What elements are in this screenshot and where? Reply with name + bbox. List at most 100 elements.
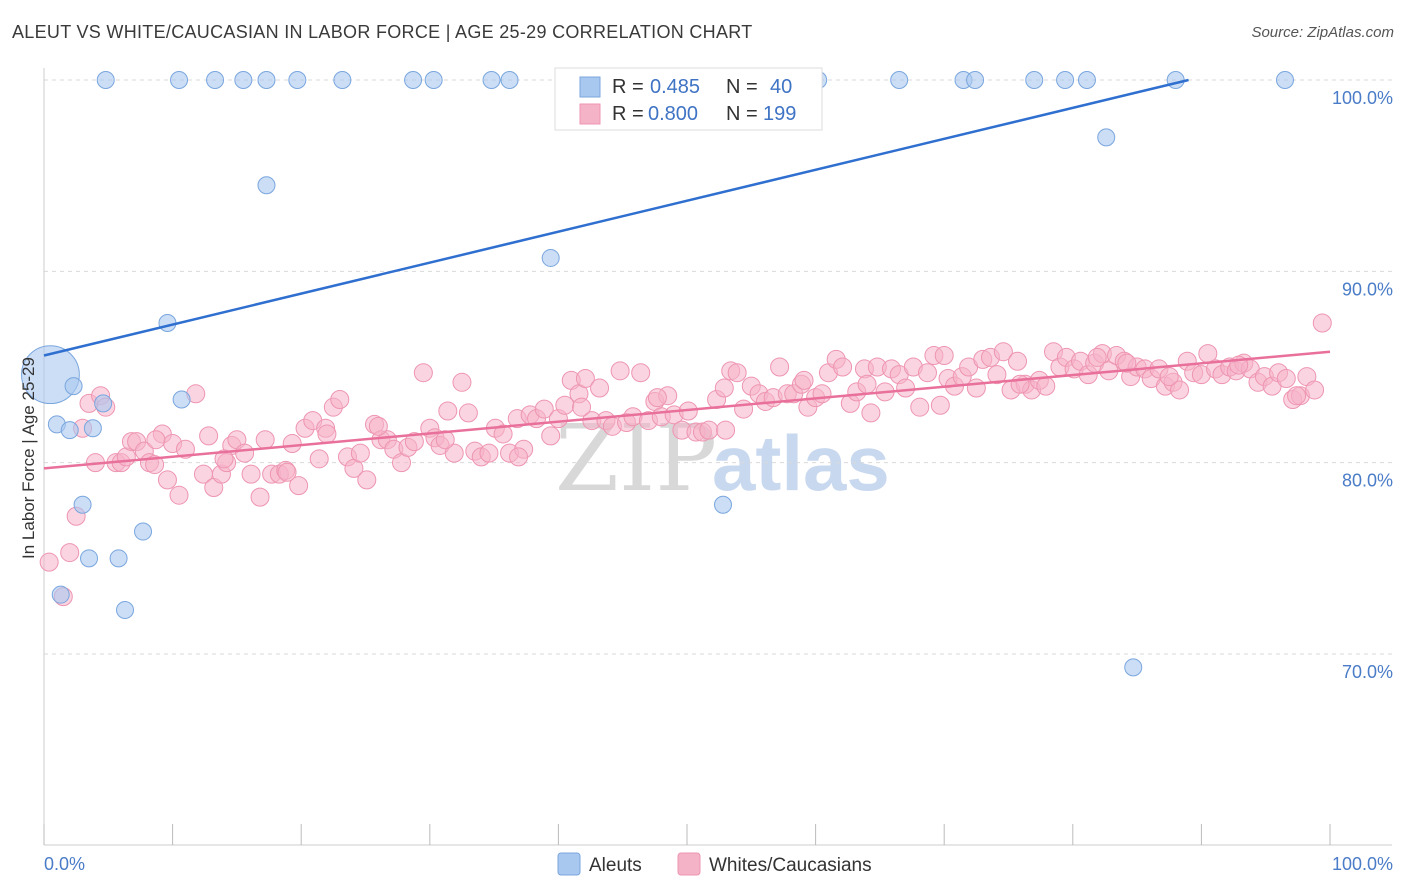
point-whites bbox=[452, 372, 472, 392]
point-aleuts bbox=[134, 522, 153, 541]
bottom-legend-aleuts: Aleuts bbox=[589, 855, 642, 876]
point-aleuts bbox=[1097, 128, 1116, 147]
point-aleuts bbox=[94, 394, 113, 413]
point-whites bbox=[590, 378, 610, 398]
point-aleuts bbox=[109, 549, 128, 568]
point-whites bbox=[435, 430, 455, 450]
point-whites bbox=[282, 434, 302, 454]
legend-r-label-whites: R = bbox=[612, 103, 644, 125]
tick-labels: 100.0% 90.0% 80.0% 70.0% 0.0% 100.0% bbox=[44, 88, 1393, 874]
point-whites bbox=[534, 399, 554, 419]
point-whites bbox=[1087, 347, 1107, 367]
point-aleuts bbox=[116, 600, 135, 619]
series-whites-points bbox=[39, 313, 1332, 607]
point-whites bbox=[1170, 380, 1190, 400]
bottom-legend-swatch-aleuts bbox=[557, 852, 581, 876]
point-aleuts bbox=[257, 176, 276, 195]
point-whites bbox=[794, 370, 814, 390]
y-tick-label: 80.0% bbox=[1342, 471, 1393, 491]
legend-r-value-aleuts: 0.485 bbox=[650, 76, 700, 98]
point-whites bbox=[541, 426, 561, 446]
point-whites bbox=[1008, 351, 1028, 371]
x-tick-label: 0.0% bbox=[44, 854, 85, 874]
point-aleuts bbox=[257, 71, 276, 89]
point-aleuts bbox=[1025, 71, 1044, 89]
point-aleuts bbox=[96, 71, 115, 89]
point-aleuts bbox=[158, 313, 177, 332]
point-whites bbox=[235, 443, 255, 463]
y-tick-label: 100.0% bbox=[1332, 88, 1393, 108]
point-whites bbox=[350, 443, 370, 463]
point-aleuts bbox=[890, 71, 909, 89]
point-whites bbox=[1010, 374, 1030, 394]
point-whites bbox=[647, 388, 667, 408]
point-aleuts bbox=[60, 421, 79, 440]
point-whites bbox=[1036, 376, 1056, 396]
bottom-legend-whites: Whites/Caucasians bbox=[709, 855, 872, 876]
point-whites bbox=[1117, 353, 1137, 373]
point-whites bbox=[987, 365, 1007, 385]
chart-title: ALEUT VS WHITE/CAUCASIAN IN LABOR FORCE … bbox=[12, 22, 753, 42]
point-whites bbox=[146, 430, 166, 450]
point-whites bbox=[241, 464, 261, 484]
point-aleuts bbox=[482, 71, 501, 89]
trend-lines bbox=[43, 78, 1331, 470]
point-whites bbox=[317, 424, 337, 444]
point-whites bbox=[255, 430, 275, 450]
stats-legend: R = 0.485 N = 40 R = 0.800 N = 199 bbox=[554, 67, 823, 131]
point-whites bbox=[357, 470, 377, 490]
point-aleuts bbox=[1124, 658, 1143, 677]
point-whites bbox=[444, 443, 464, 463]
point-whites bbox=[727, 363, 747, 383]
point-aleuts bbox=[404, 71, 423, 89]
point-aleuts bbox=[64, 377, 83, 396]
point-whites bbox=[60, 543, 80, 563]
point-whites bbox=[714, 378, 734, 398]
point-aleuts bbox=[1275, 71, 1294, 89]
point-whites bbox=[993, 342, 1013, 362]
point-aleuts bbox=[1077, 71, 1096, 89]
point-whites bbox=[368, 416, 388, 436]
trend-line-aleuts bbox=[43, 78, 1189, 357]
point-whites bbox=[509, 447, 529, 467]
point-whites bbox=[250, 487, 270, 507]
point-whites bbox=[966, 378, 986, 398]
legend-r-value-whites: 0.800 bbox=[648, 103, 698, 125]
point-whites bbox=[896, 378, 916, 398]
x-tick-label: 100.0% bbox=[1332, 854, 1393, 874]
point-aleuts bbox=[333, 71, 352, 89]
point-whites bbox=[572, 397, 592, 417]
point-whites bbox=[575, 368, 595, 388]
point-aleuts bbox=[541, 248, 560, 267]
point-aleuts bbox=[172, 390, 191, 409]
point-whites bbox=[917, 363, 937, 383]
point-aleuts bbox=[500, 71, 519, 89]
point-whites bbox=[438, 401, 458, 421]
point-whites bbox=[716, 420, 736, 440]
point-whites bbox=[458, 403, 478, 423]
point-whites bbox=[330, 390, 350, 410]
point-aleuts bbox=[234, 71, 253, 89]
point-whites bbox=[169, 485, 189, 505]
point-whites bbox=[857, 374, 877, 394]
legend-r-label-aleuts: R = bbox=[612, 76, 644, 98]
point-aleuts bbox=[288, 71, 307, 89]
point-whites bbox=[833, 357, 853, 377]
point-aleuts bbox=[1056, 71, 1075, 89]
point-aleuts bbox=[966, 71, 985, 89]
point-aleuts bbox=[80, 549, 99, 568]
source-label: Source: ZipAtlas.com bbox=[1251, 24, 1394, 41]
point-whites bbox=[157, 470, 177, 490]
point-whites bbox=[930, 395, 950, 415]
point-aleuts bbox=[83, 419, 102, 438]
point-whites bbox=[1287, 386, 1307, 406]
point-aleuts bbox=[424, 71, 443, 89]
y-axis-label: In Labor Force | Age 25-29 bbox=[19, 357, 38, 559]
y-tick-label: 70.0% bbox=[1342, 662, 1393, 682]
point-whites bbox=[1312, 313, 1332, 333]
point-whites bbox=[699, 420, 719, 440]
point-aleuts bbox=[21, 345, 80, 405]
trend-line-whites bbox=[43, 350, 1331, 470]
point-whites bbox=[812, 384, 832, 404]
